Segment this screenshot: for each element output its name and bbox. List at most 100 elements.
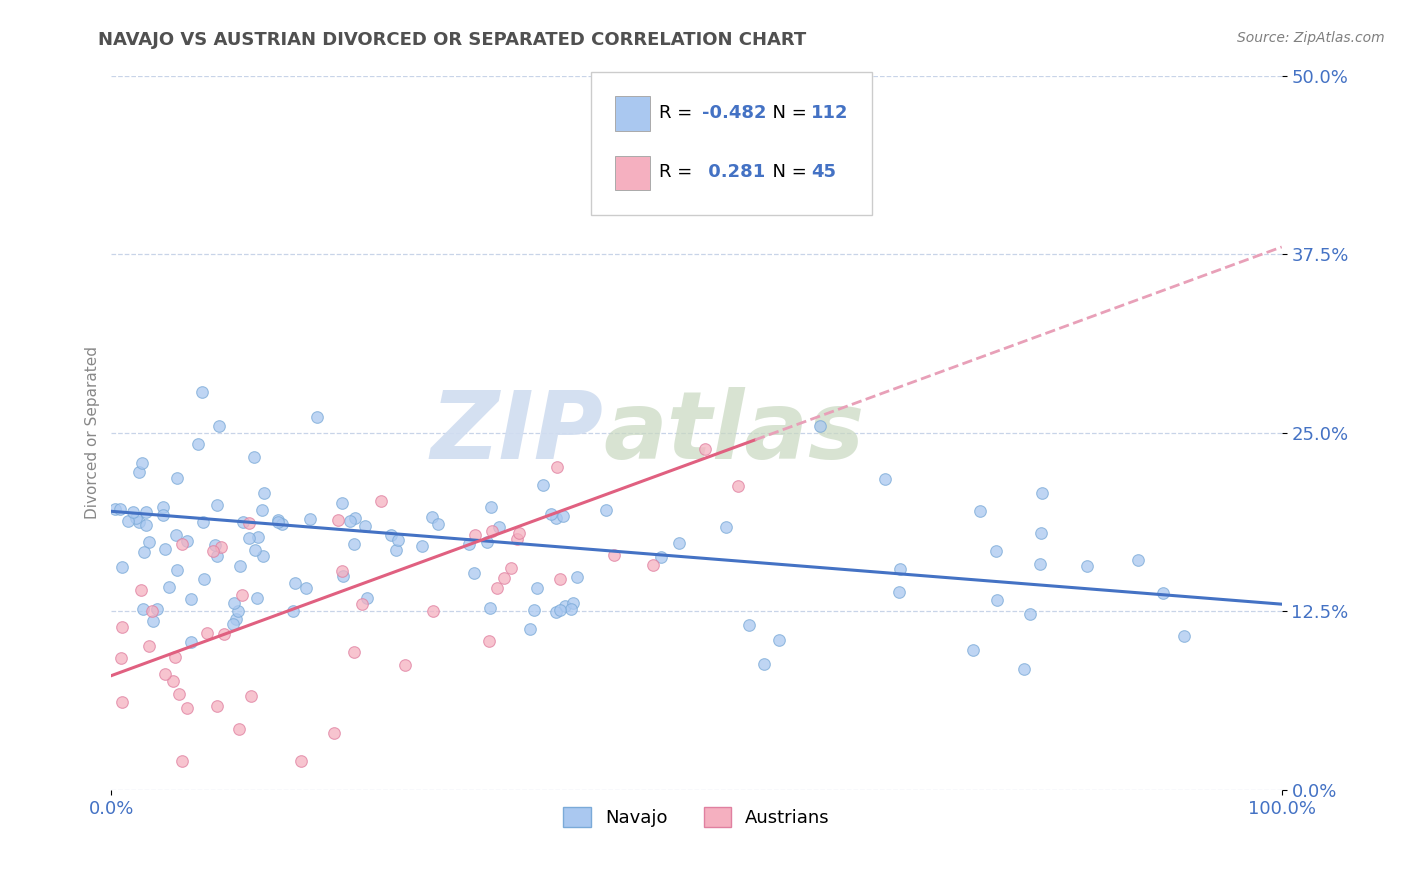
Point bbox=[132, 602, 155, 616]
Point bbox=[243, 450, 266, 464]
Text: NAVAJO VS AUSTRIAN DIVORCED OR SEPARATED CORRELATION CHART: NAVAJO VS AUSTRIAN DIVORCED OR SEPARATED… bbox=[98, 31, 807, 49]
Point bbox=[205, 549, 228, 564]
Point bbox=[1152, 586, 1174, 600]
Point bbox=[727, 479, 749, 493]
Point bbox=[595, 503, 617, 517]
Point bbox=[142, 614, 165, 628]
Text: N =: N = bbox=[761, 104, 813, 122]
Point bbox=[165, 528, 187, 542]
Point bbox=[245, 542, 267, 557]
Point bbox=[232, 515, 254, 529]
Point bbox=[332, 569, 354, 583]
Point bbox=[267, 515, 290, 529]
Point bbox=[176, 701, 198, 715]
Point bbox=[356, 591, 378, 606]
Point bbox=[969, 504, 991, 518]
Point bbox=[560, 601, 582, 615]
Point bbox=[330, 564, 353, 578]
Point bbox=[146, 602, 169, 616]
Point bbox=[1126, 553, 1149, 567]
Point bbox=[238, 516, 260, 530]
Point bbox=[252, 549, 274, 564]
Point bbox=[125, 510, 148, 524]
Point bbox=[110, 559, 132, 574]
Point bbox=[422, 604, 444, 618]
Point bbox=[152, 500, 174, 514]
Point bbox=[463, 566, 485, 580]
Point bbox=[370, 493, 392, 508]
Point bbox=[131, 456, 153, 470]
FancyBboxPatch shape bbox=[614, 155, 650, 190]
Point bbox=[548, 602, 571, 616]
Point bbox=[550, 572, 572, 586]
Point bbox=[152, 508, 174, 522]
Point bbox=[224, 596, 246, 610]
Point bbox=[508, 526, 530, 541]
Point bbox=[478, 600, 501, 615]
FancyBboxPatch shape bbox=[592, 72, 872, 215]
Point bbox=[250, 503, 273, 517]
Point bbox=[385, 543, 408, 558]
Point bbox=[492, 571, 515, 585]
Point bbox=[343, 511, 366, 525]
Text: R =: R = bbox=[659, 163, 699, 181]
Point bbox=[270, 517, 292, 532]
Point bbox=[387, 533, 409, 547]
Point bbox=[643, 558, 665, 573]
Point bbox=[343, 645, 366, 659]
Point bbox=[411, 539, 433, 553]
Point bbox=[153, 542, 176, 557]
Point bbox=[540, 507, 562, 521]
Point bbox=[298, 512, 321, 526]
Point bbox=[111, 695, 134, 709]
Point bbox=[752, 657, 775, 671]
Point bbox=[180, 634, 202, 648]
Point bbox=[737, 618, 759, 632]
Point bbox=[562, 596, 585, 610]
Point bbox=[204, 538, 226, 552]
Point bbox=[170, 537, 193, 551]
Point bbox=[167, 687, 190, 701]
Point bbox=[986, 544, 1008, 558]
Point bbox=[228, 604, 250, 618]
Point bbox=[650, 549, 672, 564]
Point bbox=[231, 588, 253, 602]
Point bbox=[246, 591, 269, 605]
Text: Source: ZipAtlas.com: Source: ZipAtlas.com bbox=[1237, 31, 1385, 45]
Point bbox=[523, 602, 546, 616]
Point bbox=[1031, 485, 1053, 500]
Point bbox=[163, 650, 186, 665]
Point bbox=[153, 666, 176, 681]
Point bbox=[166, 471, 188, 485]
Point bbox=[485, 581, 508, 595]
Point bbox=[1029, 526, 1052, 541]
Point bbox=[238, 531, 260, 545]
Point bbox=[209, 540, 232, 554]
Point bbox=[554, 599, 576, 614]
Point bbox=[267, 513, 290, 527]
Point bbox=[132, 545, 155, 559]
Text: R =: R = bbox=[659, 104, 699, 122]
Point bbox=[253, 486, 276, 500]
Text: -0.482: -0.482 bbox=[703, 104, 766, 122]
Point bbox=[290, 755, 312, 769]
Point bbox=[354, 519, 377, 533]
Point bbox=[187, 437, 209, 451]
Point bbox=[768, 632, 790, 647]
Point bbox=[478, 634, 501, 648]
Point bbox=[180, 591, 202, 606]
Point bbox=[110, 651, 132, 665]
Point bbox=[141, 605, 163, 619]
Point bbox=[544, 605, 567, 619]
Point bbox=[668, 536, 690, 550]
Point bbox=[394, 658, 416, 673]
Point bbox=[339, 514, 361, 528]
Point bbox=[499, 561, 522, 575]
Point bbox=[458, 537, 481, 551]
Point bbox=[205, 699, 228, 714]
Text: 45: 45 bbox=[811, 163, 837, 181]
Point bbox=[479, 500, 502, 514]
Point bbox=[225, 612, 247, 626]
Point bbox=[326, 513, 349, 527]
Text: N =: N = bbox=[761, 163, 813, 181]
